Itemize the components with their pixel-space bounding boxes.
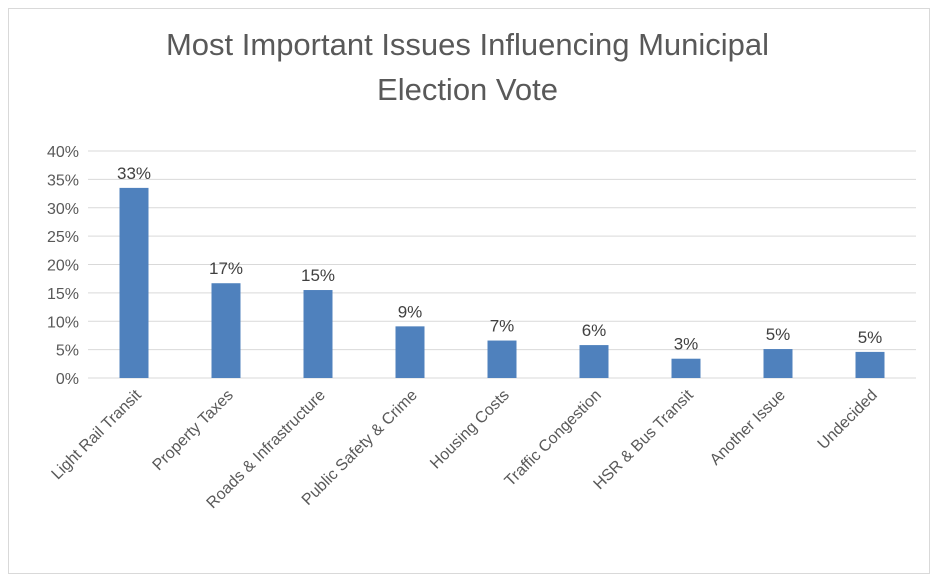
chart-title: Most Important Issues Influencing Munici…: [0, 22, 935, 112]
data-label: 7%: [490, 317, 515, 336]
data-label: 15%: [301, 266, 335, 285]
bar: [671, 358, 701, 378]
y-axis: 0% 5% 10% 15% 20% 25% 30% 35% 40%: [47, 144, 79, 388]
y-tick-label: 0%: [56, 371, 79, 388]
x-tick-label: Housing Costs: [427, 387, 513, 473]
x-tick-label: Property Taxes: [150, 387, 237, 474]
data-labels: 33% 17% 15% 9% 7% 6% 3% 5% 5%: [117, 164, 882, 354]
data-label: 33%: [117, 164, 151, 183]
y-tick-label: 5%: [56, 343, 79, 360]
data-label: 17%: [209, 259, 243, 278]
data-label: 9%: [398, 302, 423, 321]
data-label: 5%: [766, 325, 791, 344]
data-label: 6%: [582, 321, 607, 340]
x-tick-label: Undecided: [815, 387, 881, 453]
y-tick-label: 10%: [47, 314, 79, 331]
y-tick-label: 40%: [47, 144, 79, 161]
bar: [303, 290, 333, 378]
bars: [119, 187, 885, 378]
bar: [763, 349, 793, 378]
bar: [579, 345, 609, 378]
bar: [211, 283, 241, 378]
chart-title-line-2: Election Vote: [377, 72, 558, 107]
chart-title-line-1: Most Important Issues Influencing Munici…: [165, 27, 770, 62]
chart-frame: [8, 8, 930, 574]
bar: [119, 187, 149, 378]
y-tick-label: 15%: [47, 286, 79, 303]
bar: [395, 326, 425, 378]
bar: [855, 351, 885, 378]
data-label: 3%: [674, 335, 699, 354]
y-tick-label: 35%: [47, 172, 79, 189]
x-tick-label: Light Rail Transit: [49, 386, 146, 483]
y-tick-label: 20%: [47, 258, 79, 275]
x-tick-label: HSR & Bus Transit: [590, 386, 697, 493]
y-tick-label: 30%: [47, 201, 79, 218]
x-tick-label: Traffic Congestion: [502, 387, 605, 490]
x-tick-label: Another Issue: [707, 387, 789, 469]
y-tick-label: 25%: [47, 229, 79, 246]
bar: [487, 340, 517, 378]
data-label: 5%: [858, 328, 883, 347]
